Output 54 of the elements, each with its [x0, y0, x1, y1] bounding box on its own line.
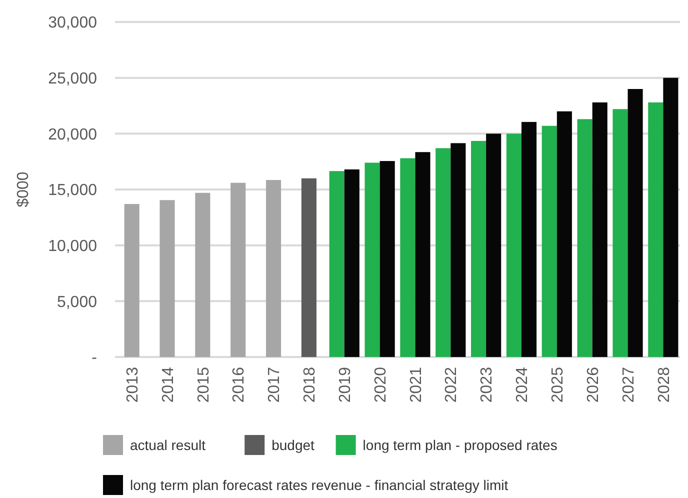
x-tick-label: 2015 — [195, 366, 212, 403]
bar — [160, 200, 175, 357]
bar — [364, 162, 380, 357]
bar — [648, 102, 664, 357]
bar — [436, 148, 451, 357]
x-tick-label: 2021 — [408, 366, 425, 403]
x-tick-label: 2022 — [443, 366, 460, 403]
bar — [266, 180, 282, 357]
bar — [329, 171, 344, 357]
bar — [592, 102, 608, 357]
bar — [471, 140, 486, 357]
x-tick-label: 2020 — [372, 366, 390, 403]
x-tick-label: 2026 — [584, 366, 602, 403]
bar — [612, 109, 628, 357]
bar — [301, 178, 316, 357]
bar — [380, 161, 395, 357]
x-tick-label: 2014 — [160, 366, 177, 403]
bar — [230, 182, 246, 357]
x-tick-label: 2025 — [550, 366, 567, 403]
y-tick-label: 20,000 — [48, 126, 98, 144]
y-axis-title: $000 — [15, 172, 32, 208]
bar — [663, 78, 678, 357]
bar — [450, 143, 466, 357]
x-tick-label: 2017 — [266, 366, 284, 403]
y-tick-label: 30,000 — [48, 14, 98, 32]
bar — [577, 119, 592, 357]
x-tick-label: 2019 — [336, 366, 354, 403]
bar — [556, 111, 572, 357]
x-tick-label: 2027 — [620, 366, 638, 403]
y-tick-label: 5,000 — [56, 294, 98, 311]
x-tick-label: 2023 — [478, 366, 496, 403]
bar — [400, 158, 416, 357]
y-tick-label: 15,000 — [48, 182, 98, 200]
bar — [628, 89, 643, 357]
bar — [344, 169, 360, 357]
y-tick-label: 25,000 — [48, 70, 98, 88]
bar — [415, 152, 430, 357]
x-tick-label: 2018 — [302, 366, 319, 403]
legend-label: long term plan - proposed rates — [362, 437, 558, 453]
bar — [486, 134, 502, 357]
legend-label: budget — [272, 437, 315, 453]
bar — [521, 122, 537, 357]
bar — [542, 126, 557, 357]
x-tick-label: 2024 — [514, 366, 532, 403]
x-tick-label: 2028 — [656, 366, 673, 403]
bar — [506, 134, 522, 357]
y-tick-label: - — [92, 350, 97, 367]
bar — [124, 204, 140, 357]
legend-label: actual result — [130, 437, 206, 453]
bar — [195, 192, 210, 357]
x-tick-label: 2013 — [124, 366, 142, 403]
y-tick-label: 10,000 — [48, 238, 98, 255]
x-tick-label: 2016 — [230, 366, 248, 403]
legend-label: long term plan forecast rates revenue - financial strategy limit — [130, 477, 508, 493]
